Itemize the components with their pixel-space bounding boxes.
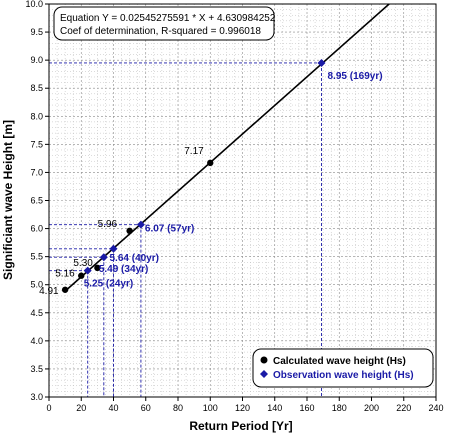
- x-tick-label: 60: [141, 403, 151, 413]
- observation-point: [136, 220, 145, 229]
- legend: Calculated wave height (Hs) Observation …: [252, 348, 434, 388]
- calculated-point-label: 5.96: [98, 219, 118, 230]
- observation-point: [83, 266, 92, 275]
- calculated-point: [126, 227, 133, 235]
- y-tick-label: 6.5: [30, 196, 43, 206]
- x-tick-label: 0: [46, 403, 51, 413]
- x-tick-label: 220: [396, 403, 411, 413]
- legend-label-observation: Observation wave height (Hs): [273, 370, 414, 381]
- y-tick-label: 5.0: [30, 280, 43, 290]
- y-tick-label: 3.0: [30, 392, 43, 402]
- x-tick-label: 120: [235, 403, 250, 413]
- equation-box-border: [53, 6, 275, 41]
- points-layer: [61, 58, 326, 293]
- y-tick-label: 5.5: [30, 252, 43, 262]
- x-tick-label: 180: [332, 403, 347, 413]
- x-tick-label: 100: [203, 403, 218, 413]
- observation-point-label: 5.25 (24yr): [84, 279, 133, 290]
- calculated-point-label: 5.30: [73, 258, 93, 269]
- y-tick-label: 9.5: [30, 27, 43, 37]
- equation-box: Equation Y = 0.02545275591 * X + 4.63098…: [53, 6, 276, 41]
- x-tick-label: 240: [428, 403, 443, 413]
- calculated-point: [207, 159, 214, 167]
- guide-lines-layer: [49, 62, 322, 397]
- observation-point: [109, 244, 118, 253]
- y-tick-label: 8.0: [30, 111, 43, 121]
- y-tick-label: 4.0: [30, 336, 43, 346]
- regression-line: [64, 3, 390, 292]
- y-tick-label: 9.0: [30, 55, 43, 65]
- x-tick-label: 80: [173, 403, 183, 413]
- x-axis-label: Return Period [Yr]: [189, 419, 292, 433]
- calculated-point: [94, 264, 101, 272]
- observation-point-label: 5.64 (40yr): [110, 253, 159, 264]
- legend-marker-calculated: [260, 356, 268, 364]
- x-tick-label: 140: [267, 403, 282, 413]
- y-tick-label: 6.0: [30, 224, 43, 234]
- observation-point-label: 5.49 (34yr): [99, 264, 148, 275]
- observation-point-label: 6.07 (57yr): [145, 224, 194, 235]
- observation-point: [99, 253, 108, 262]
- x-tick-label: 160: [299, 403, 314, 413]
- axes-layer: [45, 3, 437, 401]
- x-tick-label: 20: [76, 403, 86, 413]
- equation-text: Equation Y = 0.02545275591 * X + 4.63098…: [60, 13, 276, 24]
- y-tick-label: 7.5: [30, 139, 43, 149]
- calculated-point-label: 5.16: [55, 269, 75, 280]
- observation-point-label: 8.95 (169yr): [328, 71, 383, 82]
- y-tick-label: 3.5: [30, 364, 43, 374]
- y-tick-label: 8.5: [30, 83, 43, 93]
- calculated-point: [61, 286, 69, 293]
- y-axis-label: Significiant wave Height [m]: [1, 120, 15, 280]
- observation-point: [317, 58, 326, 67]
- tick-labels-layer: 0 20 40 60 80 100 120 140 160 180 200 220 240 3.0 3.5 4…: [25, 0, 443, 413]
- fit-line-layer: [64, 3, 390, 292]
- y-tick-label: 10.0: [25, 0, 43, 9]
- x-tick-label: 200: [364, 403, 379, 413]
- calculated-point: [78, 272, 85, 279]
- y-tick-label: 4.5: [30, 308, 43, 318]
- y-tick-label: 7.0: [30, 167, 43, 177]
- legend-border: [252, 348, 434, 388]
- legend-label-calculated: Calculated wave height (Hs): [273, 356, 406, 367]
- r-squared-text: Coef of determination, R-squared = 0.996…: [60, 26, 261, 37]
- calculated-point-label: 7.17: [184, 146, 204, 157]
- x-tick-label: 40: [108, 403, 118, 413]
- legend-marker-observation: [260, 370, 268, 378]
